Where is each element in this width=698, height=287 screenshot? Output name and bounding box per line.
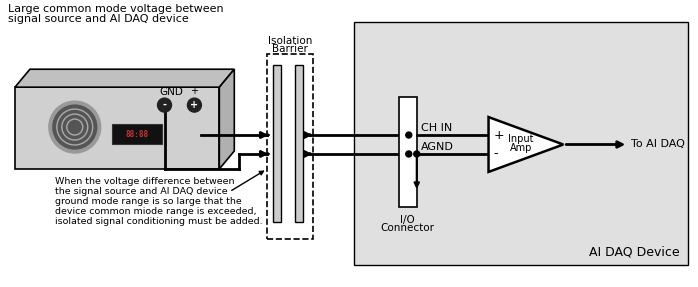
- Text: +: +: [191, 100, 198, 110]
- Text: ground mode range is so large that the: ground mode range is so large that the: [55, 197, 242, 206]
- Text: Barrier: Barrier: [272, 44, 308, 54]
- Text: GND: GND: [160, 87, 184, 97]
- Text: AI DAQ Device: AI DAQ Device: [589, 246, 680, 259]
- Text: -: -: [163, 100, 167, 110]
- Text: isolated signal conditioning must be added.: isolated signal conditioning must be add…: [55, 217, 262, 226]
- Polygon shape: [295, 65, 303, 222]
- Text: +: +: [191, 86, 198, 96]
- FancyBboxPatch shape: [15, 87, 219, 169]
- Text: 88:88: 88:88: [125, 129, 148, 139]
- FancyBboxPatch shape: [399, 97, 417, 207]
- Text: Isolation: Isolation: [268, 36, 312, 46]
- FancyBboxPatch shape: [354, 22, 688, 265]
- Text: -: -: [493, 148, 498, 160]
- Circle shape: [53, 105, 97, 149]
- Text: When the voltage difference between: When the voltage difference between: [55, 177, 235, 186]
- Text: signal source and AI DAQ device: signal source and AI DAQ device: [8, 14, 188, 24]
- Text: AGND: AGND: [421, 142, 454, 152]
- Text: the signal source and AI DAQ device: the signal source and AI DAQ device: [55, 187, 228, 196]
- Circle shape: [49, 101, 101, 153]
- Text: To AI DAQ: To AI DAQ: [631, 139, 685, 150]
- Text: -: -: [163, 86, 166, 96]
- Circle shape: [188, 98, 202, 112]
- Text: +: +: [493, 129, 504, 141]
- Circle shape: [406, 132, 412, 138]
- Polygon shape: [15, 69, 235, 87]
- Text: CH IN: CH IN: [421, 123, 452, 133]
- Polygon shape: [489, 117, 563, 172]
- Text: I/O: I/O: [401, 215, 415, 225]
- Text: Large common mode voltage between: Large common mode voltage between: [8, 4, 223, 14]
- Circle shape: [414, 151, 419, 157]
- Polygon shape: [219, 69, 235, 169]
- FancyBboxPatch shape: [112, 124, 161, 144]
- Polygon shape: [273, 65, 281, 222]
- Text: Connector: Connector: [381, 223, 435, 233]
- Text: Input: Input: [508, 133, 534, 144]
- Circle shape: [406, 151, 412, 157]
- Text: device common miode range is exceeded,: device common miode range is exceeded,: [55, 207, 256, 216]
- Circle shape: [158, 98, 172, 112]
- Text: Amp: Amp: [510, 144, 532, 154]
